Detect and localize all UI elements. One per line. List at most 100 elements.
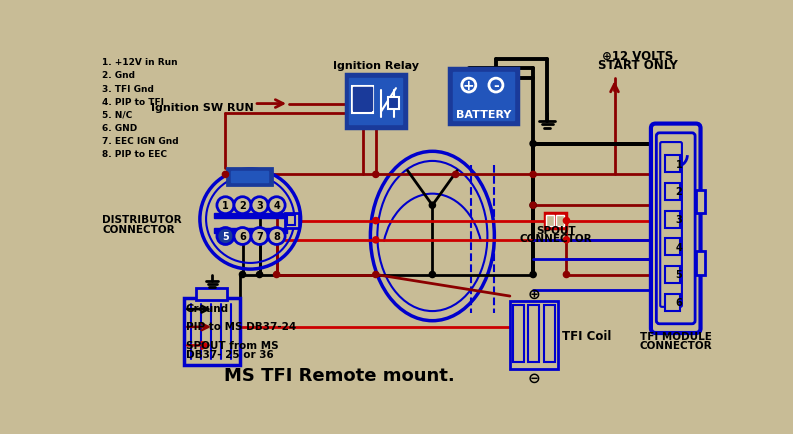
- FancyBboxPatch shape: [696, 191, 705, 214]
- Text: 1: 1: [222, 201, 229, 211]
- Text: Ignition Relay: Ignition Relay: [333, 61, 419, 71]
- Circle shape: [563, 237, 569, 243]
- Text: 3: 3: [256, 201, 263, 211]
- FancyBboxPatch shape: [665, 156, 680, 173]
- Text: 7. EEC IGN Gnd: 7. EEC IGN Gnd: [102, 137, 179, 145]
- FancyBboxPatch shape: [665, 211, 680, 228]
- Text: PIP to MS DB37-24: PIP to MS DB37-24: [186, 321, 296, 331]
- Text: 1. +12V in Run: 1. +12V in Run: [102, 58, 178, 67]
- FancyBboxPatch shape: [557, 216, 564, 227]
- FancyBboxPatch shape: [196, 289, 227, 300]
- Text: Ignition SW RUN: Ignition SW RUN: [151, 103, 254, 113]
- Text: TFI Coil: TFI Coil: [561, 329, 611, 342]
- FancyBboxPatch shape: [513, 306, 524, 362]
- Circle shape: [268, 197, 285, 214]
- Circle shape: [530, 272, 536, 278]
- Circle shape: [453, 172, 458, 178]
- FancyBboxPatch shape: [661, 143, 682, 307]
- Text: 4. PIP to TFI: 4. PIP to TFI: [102, 97, 164, 106]
- FancyBboxPatch shape: [545, 214, 566, 229]
- FancyBboxPatch shape: [696, 252, 705, 275]
- FancyBboxPatch shape: [665, 184, 680, 201]
- FancyBboxPatch shape: [665, 266, 680, 283]
- Text: 3. TFI Gnd: 3. TFI Gnd: [102, 84, 154, 93]
- FancyBboxPatch shape: [510, 302, 558, 369]
- Circle shape: [563, 218, 569, 224]
- Text: 3: 3: [676, 214, 682, 224]
- Circle shape: [251, 197, 268, 214]
- Circle shape: [268, 228, 285, 245]
- FancyBboxPatch shape: [651, 124, 700, 333]
- Text: 2: 2: [239, 201, 246, 211]
- Circle shape: [373, 237, 379, 243]
- Text: -: -: [493, 79, 499, 93]
- Circle shape: [429, 203, 435, 209]
- Text: ⊕: ⊕: [527, 286, 540, 302]
- FancyBboxPatch shape: [450, 69, 518, 124]
- FancyBboxPatch shape: [354, 88, 372, 111]
- Text: 4: 4: [274, 201, 280, 211]
- Text: 5: 5: [222, 231, 229, 241]
- Circle shape: [251, 228, 268, 245]
- FancyBboxPatch shape: [546, 216, 554, 227]
- FancyBboxPatch shape: [285, 214, 299, 229]
- FancyBboxPatch shape: [665, 239, 680, 256]
- Circle shape: [429, 272, 435, 278]
- FancyBboxPatch shape: [214, 214, 287, 218]
- Circle shape: [217, 228, 234, 245]
- FancyBboxPatch shape: [287, 216, 295, 226]
- Circle shape: [530, 203, 536, 209]
- Text: 6: 6: [239, 231, 246, 241]
- Text: 1: 1: [676, 159, 682, 169]
- Text: MS TFI Remote mount.: MS TFI Remote mount.: [224, 366, 454, 384]
- Text: SPOUT: SPOUT: [536, 225, 576, 235]
- Text: 7: 7: [256, 231, 263, 241]
- Circle shape: [234, 197, 251, 214]
- FancyBboxPatch shape: [346, 75, 406, 129]
- FancyBboxPatch shape: [231, 172, 268, 183]
- Text: START ONLY: START ONLY: [598, 59, 678, 72]
- Text: 6. GND: 6. GND: [102, 124, 137, 132]
- FancyBboxPatch shape: [665, 294, 680, 311]
- Text: 8: 8: [273, 231, 280, 241]
- FancyBboxPatch shape: [389, 98, 399, 110]
- Text: TFI MODULE: TFI MODULE: [640, 332, 711, 342]
- Text: 5. N/C: 5. N/C: [102, 111, 132, 119]
- Circle shape: [530, 141, 536, 147]
- Circle shape: [239, 272, 246, 278]
- Text: +: +: [463, 79, 475, 93]
- Text: ⊕12 VOLTS: ⊕12 VOLTS: [602, 50, 673, 63]
- FancyBboxPatch shape: [350, 79, 402, 125]
- Circle shape: [217, 197, 234, 214]
- Text: CONNECTOR: CONNECTOR: [102, 224, 174, 234]
- Circle shape: [234, 228, 251, 245]
- Circle shape: [530, 203, 536, 209]
- FancyBboxPatch shape: [227, 169, 272, 186]
- FancyBboxPatch shape: [544, 306, 555, 362]
- FancyBboxPatch shape: [657, 134, 695, 324]
- Text: CONNECTOR: CONNECTOR: [639, 341, 712, 351]
- Text: ⊖: ⊖: [527, 370, 540, 385]
- Text: DISTRIBUTOR: DISTRIBUTOR: [102, 215, 182, 225]
- Text: CONNECTOR: CONNECTOR: [519, 234, 592, 244]
- Text: DB37- 25 or 36: DB37- 25 or 36: [186, 349, 274, 359]
- Circle shape: [373, 172, 379, 178]
- Text: Ground: Ground: [186, 304, 229, 314]
- FancyBboxPatch shape: [528, 306, 539, 362]
- Circle shape: [530, 172, 536, 178]
- Circle shape: [373, 218, 379, 224]
- Circle shape: [274, 272, 280, 278]
- Circle shape: [373, 272, 379, 278]
- Text: SPOUT from MS: SPOUT from MS: [186, 340, 278, 350]
- Text: 2: 2: [676, 187, 682, 197]
- Text: 4: 4: [676, 242, 682, 252]
- FancyBboxPatch shape: [214, 229, 287, 233]
- FancyBboxPatch shape: [185, 298, 240, 365]
- Text: 8. PIP to EEC: 8. PIP to EEC: [102, 150, 167, 158]
- Text: 6: 6: [676, 298, 682, 308]
- Text: 5: 5: [676, 270, 682, 280]
- Circle shape: [222, 172, 228, 178]
- Text: BATTERY: BATTERY: [456, 110, 511, 120]
- Text: 2. Gnd: 2. Gnd: [102, 71, 136, 80]
- Circle shape: [256, 272, 262, 278]
